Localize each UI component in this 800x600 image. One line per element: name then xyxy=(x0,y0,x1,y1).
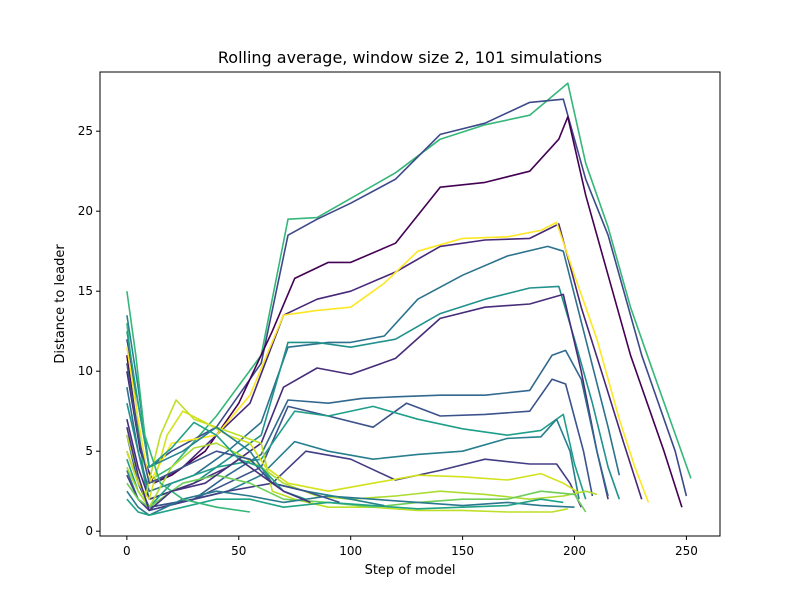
series-line-10 xyxy=(126,378,594,509)
series-line-15 xyxy=(126,410,580,501)
plot-frame xyxy=(99,71,721,537)
y-tick-label: 0 xyxy=(85,524,93,538)
series-layer xyxy=(126,82,692,517)
y-tick-label: 5 xyxy=(85,444,93,458)
y-tick-label: 10 xyxy=(78,364,93,378)
series-line-7 xyxy=(126,285,621,501)
x-tick-label: 50 xyxy=(231,544,246,558)
x-axis: 0 50 100 150 200 250 xyxy=(123,536,698,558)
x-tick-label: 100 xyxy=(339,544,362,558)
series-line-5 xyxy=(126,221,650,503)
y-tick-label: 25 xyxy=(78,124,93,138)
x-tick-label: 200 xyxy=(563,544,586,558)
x-axis-label: Step of model xyxy=(365,563,456,578)
series-line-3 xyxy=(126,116,683,508)
x-tick-label: 250 xyxy=(675,544,698,558)
y-tick-label: 20 xyxy=(78,204,93,218)
series-line-2 xyxy=(126,98,688,497)
y-axis-label: Distance to leader xyxy=(53,244,68,364)
y-tick-label: 15 xyxy=(78,284,93,298)
x-tick-label: 150 xyxy=(451,544,474,558)
series-line-8 xyxy=(126,293,609,501)
series-line-22 xyxy=(126,291,251,513)
x-tick-label: 0 xyxy=(123,544,131,558)
series-line-19 xyxy=(126,498,564,517)
series-line-11 xyxy=(126,405,587,509)
series-line-23 xyxy=(126,331,307,500)
series-line-13 xyxy=(126,450,582,512)
series-line-21 xyxy=(126,363,340,504)
chart-title: Rolling average, window size 2, 101 simu… xyxy=(218,48,602,67)
y-axis: 0 5 10 15 20 25 xyxy=(78,124,100,538)
series-line-24 xyxy=(126,427,311,512)
